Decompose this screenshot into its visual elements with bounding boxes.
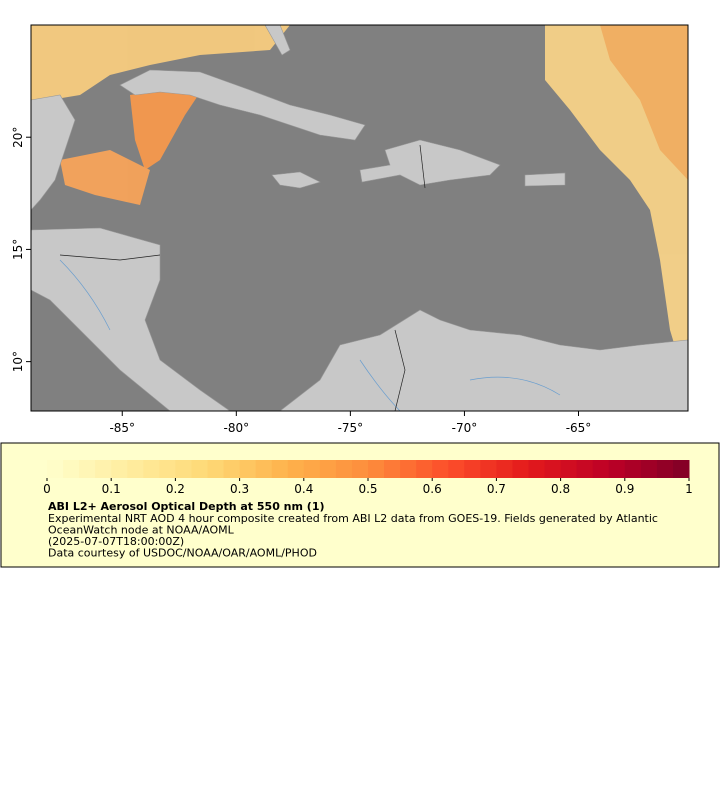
x-tick-label: -75°	[338, 421, 364, 435]
colorbar-segment	[496, 460, 513, 478]
colorbar-segment	[416, 460, 433, 478]
colorbar-segment	[95, 460, 112, 478]
colorbar-segment	[335, 460, 353, 478]
colorbar-tick-label: 0.5	[358, 482, 377, 496]
colorbar-segment	[448, 460, 465, 478]
colorbar-segment	[143, 460, 160, 478]
colorbar-segment	[640, 460, 658, 478]
colorbar-segment	[175, 460, 192, 478]
y-tick-label: 15°	[11, 239, 25, 260]
colorbar-segment	[127, 460, 144, 478]
map	[30, 24, 689, 412]
legend-line: Data courtesy of USDOC/NOAA/OAR/AOML/PHO…	[48, 547, 317, 560]
legend-title: ABI L2+ Aerosol Optical Depth at 550 nm …	[48, 500, 325, 513]
colorbar-segment	[464, 460, 481, 478]
colorbar-segment	[303, 460, 321, 478]
colorbar-tick-label: 0.4	[294, 482, 313, 496]
colorbar-segment	[271, 460, 289, 478]
colorbar-segment	[480, 460, 497, 478]
colorbar-segment	[191, 460, 208, 478]
colorbar-segment	[207, 460, 225, 478]
colorbar-tick-label: 0.1	[102, 482, 121, 496]
aerosol-patches	[31, 25, 688, 390]
colorbar-segment	[368, 460, 385, 478]
colorbar-segment	[672, 460, 690, 478]
colorbar-segment	[608, 460, 626, 478]
x-tick-label: -70°	[452, 421, 478, 435]
colorbar-segment	[255, 460, 273, 478]
colorbar-tick-label: 1	[685, 482, 693, 496]
colorbar-segment	[111, 460, 128, 478]
colorbar-segment	[47, 460, 64, 478]
colorbar-segment	[79, 460, 96, 478]
colorbar-segment	[528, 460, 546, 478]
colorbar-segment	[656, 460, 674, 478]
map-frame	[30, 24, 689, 412]
colorbar-tick-label: 0	[43, 482, 51, 496]
colorbar-tick-label: 0.6	[423, 482, 442, 496]
colorbar-segment	[432, 460, 449, 478]
colorbar-segment	[159, 460, 176, 478]
colorbar-segment	[351, 460, 369, 478]
colorbar-tick-label: 0.9	[615, 482, 634, 496]
land	[30, 24, 689, 412]
legend-line: OceanWatch node at NOAA/AOML	[48, 524, 235, 537]
colorbar-segment	[287, 460, 305, 478]
legend-line: (2025-07-07T18:00:00Z)	[48, 535, 184, 548]
y-tick-label: 10°	[11, 351, 25, 372]
colorbar-tick-label: 0.8	[551, 482, 570, 496]
colorbar-segment	[592, 460, 610, 478]
colorbar-segment	[560, 460, 578, 478]
borders	[59, 144, 426, 412]
legend-line: Experimental NRT AOD 4 hour composite cr…	[48, 512, 658, 525]
colorbar-segment	[384, 460, 401, 478]
colorbar-segment	[544, 460, 562, 478]
colorbar-segment	[223, 460, 241, 478]
x-tick-label: -80°	[224, 421, 250, 435]
x-tick-label: -65°	[566, 421, 592, 435]
x-tick-label: -85°	[109, 421, 135, 435]
y-tick-label: 20°	[11, 127, 25, 148]
colorbar-segment	[239, 460, 257, 478]
colorbar-segment	[512, 460, 529, 478]
colorbar-segment	[319, 460, 337, 478]
colorbar-tick-label: 0.2	[166, 482, 185, 496]
colorbar-tick-label: 0.7	[487, 482, 506, 496]
colorbar-segment	[63, 460, 80, 478]
colorbar-segment	[400, 460, 417, 478]
colorbar-segment	[624, 460, 642, 478]
colorbar-segment	[576, 460, 594, 478]
colorbar-tick-label: 0.3	[230, 482, 249, 496]
